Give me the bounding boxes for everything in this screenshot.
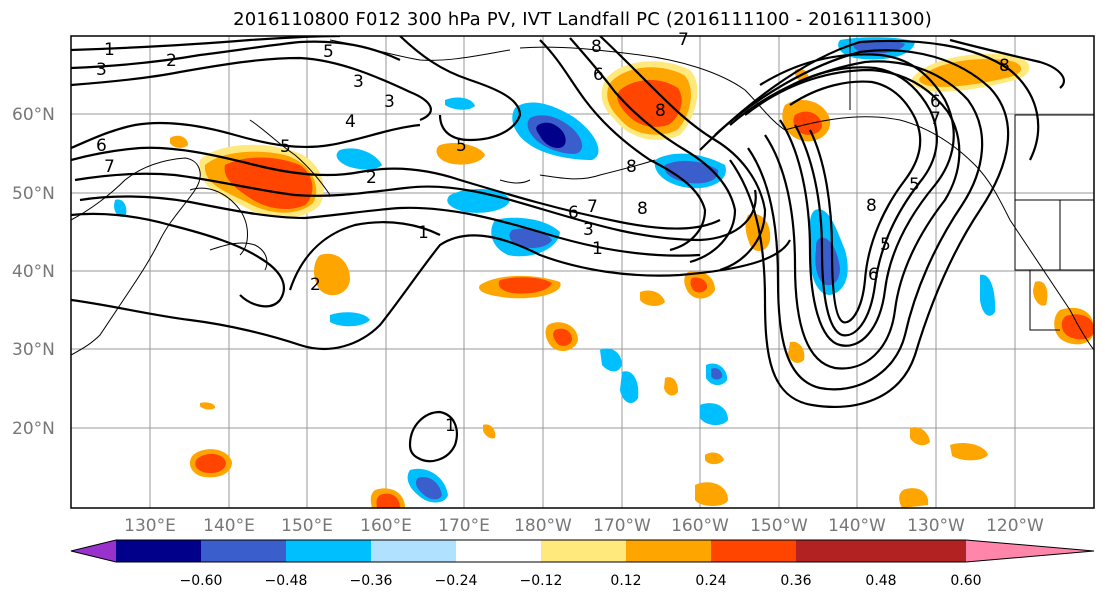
colorbar-segment bbox=[711, 540, 796, 562]
contour-label: 2 bbox=[166, 51, 177, 71]
contour-label: 1 bbox=[418, 223, 429, 243]
contour-label: 3 bbox=[583, 220, 594, 240]
colorbar-tick-label: 0.48 bbox=[865, 573, 896, 589]
contour-label: 6 bbox=[593, 65, 604, 85]
contour-label: 3 bbox=[353, 72, 364, 92]
contour-label: 2 bbox=[310, 275, 321, 295]
contour-label: 3 bbox=[384, 92, 395, 112]
lon-label-160w: 160°W bbox=[671, 516, 729, 536]
colorbar-extend-max bbox=[966, 540, 1094, 562]
lon-label-180w: 180°W bbox=[514, 516, 572, 536]
colorbar-outline bbox=[70, 539, 1095, 563]
contour-label: 5 bbox=[909, 175, 920, 195]
colorbar-tick-label: 0.12 bbox=[610, 573, 641, 589]
contour-label: 8 bbox=[637, 199, 648, 219]
map-title: 2016110800 F012 300 hPa PV, IVT Landfall… bbox=[233, 9, 932, 30]
lat-label-30n: 30°N bbox=[12, 340, 55, 360]
lon-label-150e: 150°E bbox=[281, 516, 333, 536]
colorbar-tick-label: 0.36 bbox=[780, 573, 811, 589]
contour-label: 5 bbox=[880, 235, 891, 255]
gridlines bbox=[71, 36, 1094, 508]
lon-label-160e: 160°E bbox=[360, 516, 412, 536]
colorbar-tick-label: −0.12 bbox=[520, 573, 563, 589]
colorbar-segment bbox=[201, 540, 286, 562]
contour-label: 3 bbox=[96, 60, 107, 80]
lon-label-150w: 150°W bbox=[750, 516, 808, 536]
contour-label: 1 bbox=[445, 416, 456, 436]
contour-label: 7 bbox=[678, 30, 689, 50]
longitude-axis: 130°E 140°E 150°E 160°E 170°E 180°W 170°… bbox=[124, 516, 1044, 536]
colorbar-tick-label: −0.48 bbox=[265, 573, 308, 589]
lon-label-170e: 170°E bbox=[438, 516, 490, 536]
colorbar-tick-label: −0.36 bbox=[350, 573, 393, 589]
contour-label: 6 bbox=[930, 92, 941, 112]
contour-label: 8 bbox=[999, 56, 1010, 76]
contour-label: 6 bbox=[568, 203, 579, 223]
lat-label-40n: 40°N bbox=[12, 262, 55, 282]
contour-label: 5 bbox=[456, 136, 467, 156]
contour-label: 7 bbox=[104, 157, 115, 177]
lat-label-60n: 60°N bbox=[12, 105, 55, 125]
colorbar-segment bbox=[116, 540, 201, 562]
map-frame-background bbox=[71, 36, 1094, 508]
lat-label-20n: 20°N bbox=[12, 419, 55, 439]
colorbar-extend-min bbox=[71, 540, 116, 562]
contour-label: 8 bbox=[866, 196, 877, 216]
lon-label-120w: 120°W bbox=[986, 516, 1044, 536]
latitude-axis: 60°N 50°N 40°N 30°N 20°N bbox=[12, 105, 55, 439]
map-frame bbox=[70, 35, 1095, 509]
contour-label: 5 bbox=[323, 42, 334, 62]
contour-label: 6 bbox=[96, 136, 107, 156]
contour-label: 4 bbox=[345, 112, 356, 132]
colorbar-segment bbox=[286, 540, 371, 562]
lon-label-140e: 140°E bbox=[203, 516, 255, 536]
contour-label: 7 bbox=[587, 197, 598, 217]
colorbar-segment bbox=[371, 540, 456, 562]
coastlines bbox=[71, 36, 1094, 356]
contour-label: 7 bbox=[930, 109, 941, 129]
pv-contours bbox=[71, 36, 1065, 463]
contour-label: 1 bbox=[104, 40, 115, 60]
lon-label-130w: 130°W bbox=[907, 516, 965, 536]
contour-labels: 1 2 3 5 3 4 5 6 7 2 1 2 8 7 6 5 6 7 8 3 … bbox=[96, 30, 1010, 436]
colorbar-segment bbox=[626, 540, 711, 562]
contour-label: 8 bbox=[626, 157, 637, 177]
colorbar-tick-label: 0.60 bbox=[950, 573, 981, 589]
lat-label-50n: 50°N bbox=[12, 184, 55, 204]
contour-label: 8 bbox=[655, 101, 666, 121]
colorbar-segment bbox=[881, 540, 966, 562]
colorbar-segment bbox=[456, 540, 541, 562]
contour-label: 5 bbox=[280, 137, 291, 157]
colorbar-segment bbox=[796, 540, 881, 562]
colorbar: −0.60 −0.48 −0.36 −0.24 −0.12 0.12 0.24 … bbox=[70, 539, 1095, 589]
contour-label: 6 bbox=[868, 265, 879, 285]
lon-label-140w: 140°W bbox=[828, 516, 886, 536]
lon-label-130e: 130°E bbox=[124, 516, 176, 536]
colorbar-tick-label: 0.24 bbox=[695, 573, 726, 589]
contour-label: 1 bbox=[592, 239, 603, 259]
colorbar-tick-label: −0.24 bbox=[435, 573, 478, 589]
contour-label: 2 bbox=[366, 168, 377, 188]
contour-label: 8 bbox=[591, 37, 602, 57]
lon-label-170w: 170°W bbox=[593, 516, 651, 536]
colorbar-segment bbox=[541, 540, 626, 562]
colorbar-tick-label: −0.60 bbox=[180, 573, 223, 589]
